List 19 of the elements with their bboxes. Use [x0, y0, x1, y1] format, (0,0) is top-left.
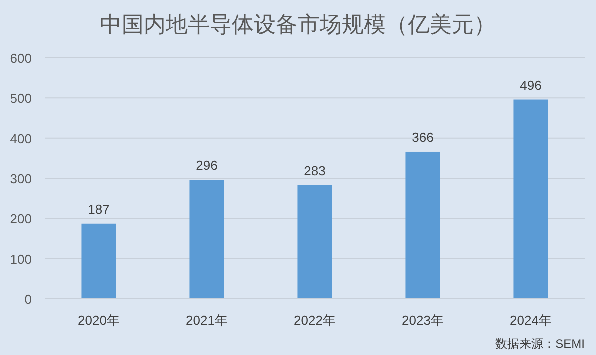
- xtick: 2022年: [294, 313, 336, 328]
- data-label: 496: [520, 78, 542, 93]
- data-label: 296: [196, 158, 218, 174]
- data-label: 283: [304, 163, 326, 178]
- xtick: 2023年: [402, 313, 444, 328]
- ytick: 100: [10, 252, 32, 267]
- data-label: 187: [88, 202, 110, 217]
- annotation: 数据来源：SEMI: [496, 337, 585, 351]
- ytick: 500: [10, 91, 32, 106]
- ytick: 300: [10, 172, 32, 186]
- xtick: 2020年: [78, 313, 120, 328]
- ytick: 600: [10, 51, 32, 66]
- ytick: 0: [24, 292, 32, 307]
- xtick: 2021年: [186, 313, 228, 328]
- ytick: 200: [10, 212, 32, 227]
- title: 中国内地半导体设备市场规模（亿美元）: [100, 12, 496, 37]
- xtick: 2024年: [510, 313, 552, 328]
- data-label: 366: [412, 130, 434, 145]
- ytick: 400: [10, 131, 32, 146]
